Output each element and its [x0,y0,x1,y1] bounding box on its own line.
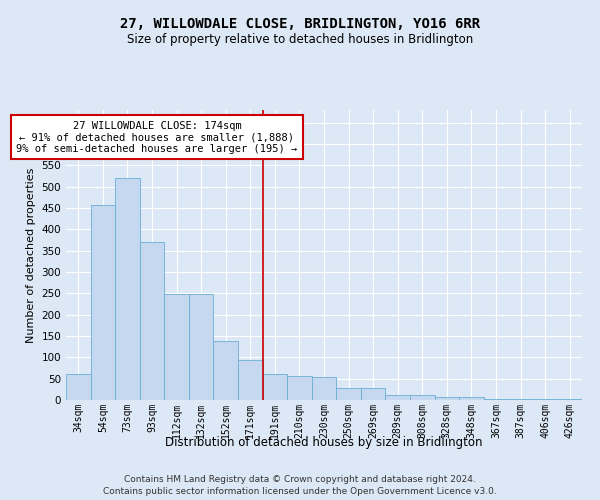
Bar [508,398,533,400]
Bar [484,398,508,400]
Bar [263,374,287,400]
Bar [336,388,361,400]
Text: Contains public sector information licensed under the Open Government Licence v3: Contains public sector information licen… [103,486,497,496]
Text: Size of property relative to detached houses in Bridlington: Size of property relative to detached ho… [127,32,473,46]
Bar [164,294,189,400]
Bar [557,398,582,400]
Bar [385,395,410,400]
Text: Distribution of detached houses by size in Bridlington: Distribution of detached houses by size … [165,436,483,449]
Text: 27 WILLOWDALE CLOSE: 174sqm
← 91% of detached houses are smaller (1,888)
9% of s: 27 WILLOWDALE CLOSE: 174sqm ← 91% of det… [16,120,298,154]
Bar [91,205,115,400]
Bar [66,374,91,400]
Text: 27, WILLOWDALE CLOSE, BRIDLINGTON, YO16 6RR: 27, WILLOWDALE CLOSE, BRIDLINGTON, YO16 … [120,18,480,32]
Bar [238,360,263,400]
Bar [410,395,434,400]
Bar [115,178,140,400]
Bar [214,341,238,400]
Bar [312,376,336,400]
Bar [434,397,459,400]
Bar [533,398,557,400]
Y-axis label: Number of detached properties: Number of detached properties [26,168,36,342]
Bar [189,294,214,400]
Bar [140,242,164,400]
Bar [287,376,312,400]
Text: Contains HM Land Registry data © Crown copyright and database right 2024.: Contains HM Land Registry data © Crown c… [124,476,476,484]
Bar [459,397,484,400]
Bar [361,388,385,400]
